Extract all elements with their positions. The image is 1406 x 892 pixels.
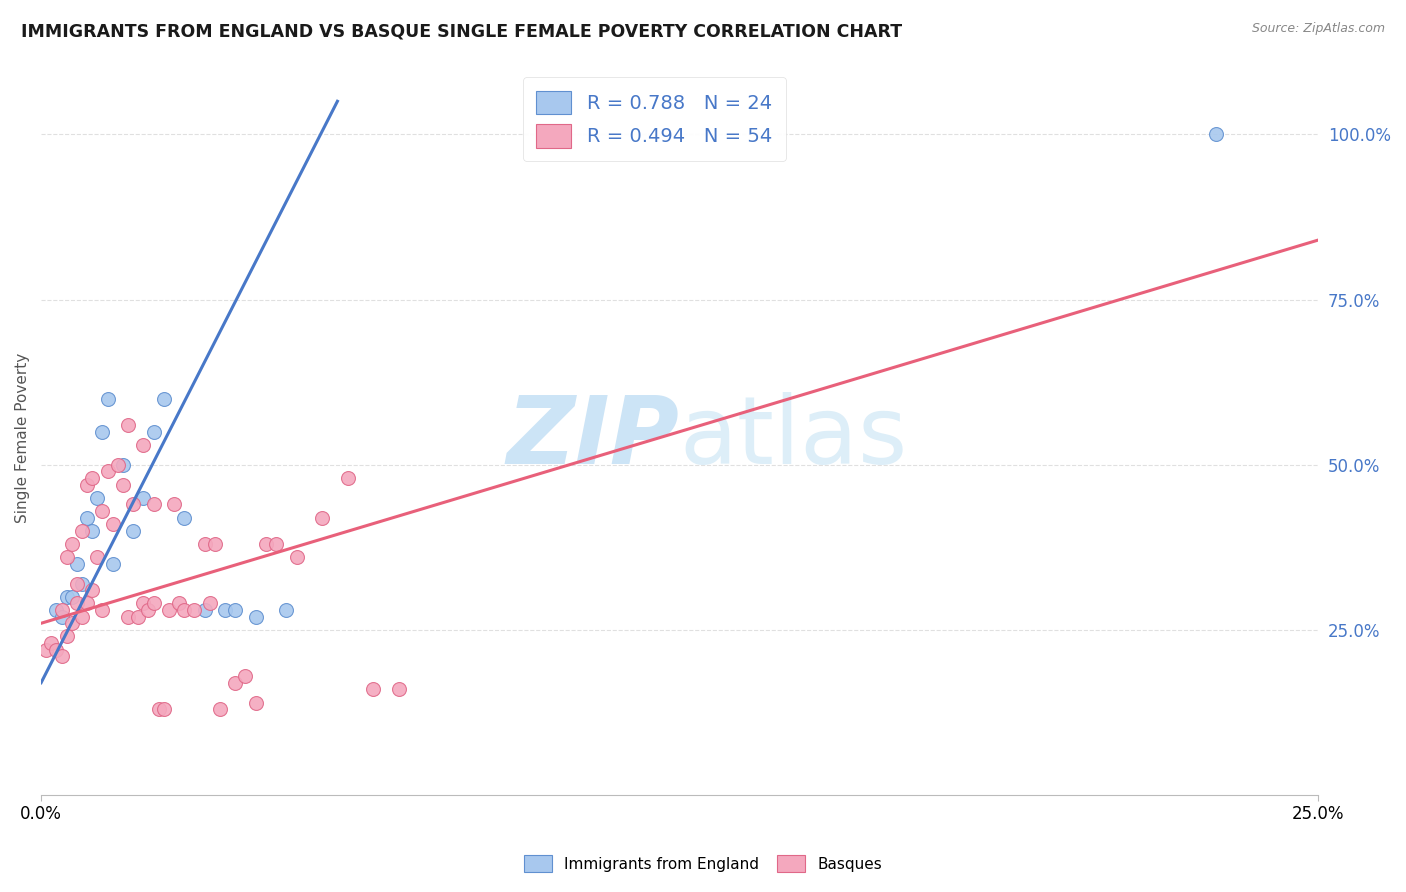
Point bbox=[254, 537, 277, 551]
Point bbox=[311, 510, 333, 524]
Point bbox=[127, 609, 149, 624]
Point bbox=[51, 609, 73, 624]
Point bbox=[163, 497, 186, 511]
Point bbox=[55, 590, 77, 604]
Point bbox=[132, 597, 155, 611]
Point bbox=[111, 458, 134, 472]
Text: Source: ZipAtlas.com: Source: ZipAtlas.com bbox=[1251, 22, 1385, 36]
Point bbox=[224, 675, 246, 690]
Point bbox=[194, 603, 217, 617]
Point bbox=[101, 557, 124, 571]
Text: IMMIGRANTS FROM ENGLAND VS BASQUE SINGLE FEMALE POVERTY CORRELATION CHART: IMMIGRANTS FROM ENGLAND VS BASQUE SINGLE… bbox=[21, 22, 903, 40]
Text: atlas: atlas bbox=[679, 392, 908, 484]
Point bbox=[152, 702, 174, 716]
Point bbox=[107, 458, 129, 472]
Point bbox=[45, 603, 67, 617]
Point bbox=[70, 524, 93, 538]
Legend: Immigrants from England, Basques: Immigrants from England, Basques bbox=[516, 847, 890, 880]
Point bbox=[82, 471, 104, 485]
Point bbox=[66, 557, 89, 571]
Point bbox=[35, 642, 58, 657]
Point bbox=[60, 590, 83, 604]
Point bbox=[82, 524, 104, 538]
Point bbox=[60, 616, 83, 631]
Point bbox=[152, 392, 174, 406]
Point bbox=[101, 517, 124, 532]
Point bbox=[55, 550, 77, 565]
Point bbox=[122, 497, 145, 511]
Point bbox=[214, 603, 236, 617]
Point bbox=[86, 550, 108, 565]
Point bbox=[51, 649, 73, 664]
Legend: R = 0.788   N = 24, R = 0.494   N = 54: R = 0.788 N = 24, R = 0.494 N = 54 bbox=[523, 77, 786, 161]
Point bbox=[198, 597, 221, 611]
Point bbox=[173, 510, 195, 524]
Point bbox=[142, 497, 165, 511]
Point bbox=[336, 471, 359, 485]
Point bbox=[45, 642, 67, 657]
Point bbox=[148, 702, 170, 716]
Point bbox=[82, 583, 104, 598]
Point bbox=[86, 491, 108, 505]
Point bbox=[91, 425, 114, 439]
Point bbox=[66, 576, 89, 591]
Point bbox=[91, 603, 114, 617]
Point bbox=[41, 636, 63, 650]
Point bbox=[183, 603, 205, 617]
Point bbox=[76, 597, 98, 611]
Point bbox=[132, 438, 155, 452]
Point bbox=[70, 609, 93, 624]
Point bbox=[167, 597, 190, 611]
Point bbox=[138, 603, 160, 617]
Point bbox=[70, 576, 93, 591]
Point bbox=[1205, 128, 1227, 142]
Point bbox=[55, 630, 77, 644]
Point bbox=[361, 682, 384, 697]
Point bbox=[142, 597, 165, 611]
Point bbox=[111, 477, 134, 491]
Point bbox=[173, 603, 195, 617]
Point bbox=[117, 418, 139, 433]
Point bbox=[117, 609, 139, 624]
Point bbox=[60, 537, 83, 551]
Point bbox=[204, 537, 226, 551]
Y-axis label: Single Female Poverty: Single Female Poverty bbox=[15, 353, 30, 524]
Point bbox=[96, 464, 118, 478]
Point bbox=[245, 609, 267, 624]
Point bbox=[76, 510, 98, 524]
Point bbox=[91, 504, 114, 518]
Point bbox=[276, 603, 298, 617]
Point bbox=[245, 696, 267, 710]
Point bbox=[208, 702, 231, 716]
Point bbox=[285, 550, 308, 565]
Point bbox=[96, 392, 118, 406]
Point bbox=[388, 682, 411, 697]
Point bbox=[51, 603, 73, 617]
Point bbox=[76, 477, 98, 491]
Point bbox=[142, 425, 165, 439]
Point bbox=[122, 524, 145, 538]
Point bbox=[224, 603, 246, 617]
Point bbox=[132, 491, 155, 505]
Point bbox=[235, 669, 257, 683]
Text: ZIP: ZIP bbox=[506, 392, 679, 484]
Point bbox=[157, 603, 180, 617]
Point bbox=[66, 597, 89, 611]
Point bbox=[264, 537, 287, 551]
Point bbox=[194, 537, 217, 551]
